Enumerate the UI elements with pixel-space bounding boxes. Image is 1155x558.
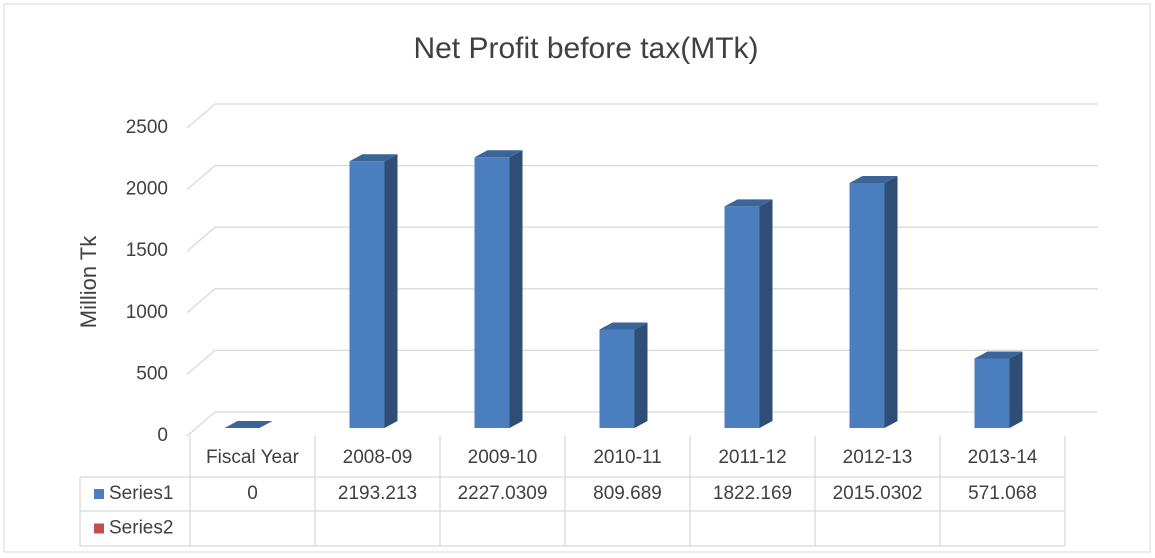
x-tick-label: 2009-10 [468, 447, 538, 468]
legend-label: Series2 [109, 518, 173, 539]
x-tick-label: Fiscal Year [206, 447, 300, 468]
bar-top [224, 421, 273, 428]
legend-label: Series1 [109, 483, 173, 504]
table-value: 1822.169 [713, 483, 792, 504]
grid-line [186, 164, 1098, 191]
grid-line [186, 103, 1098, 129]
x-tick-label: 2013-14 [968, 447, 1038, 468]
bar [599, 322, 648, 428]
table-value: 2227.0309 [458, 483, 548, 504]
bar-side [759, 199, 773, 428]
y-tick-label: 1000 [126, 302, 168, 323]
y-axis-label: Million Tk [76, 235, 101, 329]
bar-top [724, 199, 773, 207]
bar-top [974, 351, 1023, 359]
bar [974, 351, 1023, 428]
table-value: 2015.0302 [833, 483, 923, 504]
grid-line [186, 226, 1098, 252]
grid-line [186, 349, 1098, 375]
y-tick-label: 1500 [126, 240, 168, 261]
bar-front [974, 358, 1010, 428]
bar-side [884, 175, 898, 428]
x-tick-label: 2010-11 [593, 447, 661, 468]
grid-line [186, 288, 1098, 314]
table-value: 809.689 [593, 483, 662, 504]
bar-front [724, 206, 760, 428]
bar-top [349, 154, 398, 162]
table-value: 0 [247, 483, 258, 504]
bar-top [474, 150, 523, 158]
x-tick-label: 2012-13 [843, 447, 913, 468]
bar-side [509, 150, 523, 428]
chart-title: Net Profit before tax(MTk) [413, 32, 758, 65]
chart-frame [3, 3, 1151, 553]
bar-front [849, 182, 885, 428]
y-tick-label: 0 [157, 425, 168, 446]
table-value: 571.068 [968, 483, 1037, 504]
x-tick-label: 2008-09 [343, 447, 413, 468]
x-tick-label: 2011-12 [718, 447, 786, 468]
y-tick-label: 500 [136, 363, 168, 384]
bar-front [474, 157, 510, 428]
bar [474, 150, 523, 428]
bar-side [384, 154, 398, 428]
y-tick-label: 2000 [126, 179, 168, 200]
bar-side [634, 322, 648, 428]
legend-key [94, 489, 104, 499]
bar-front [349, 161, 385, 428]
bar-top [849, 175, 898, 183]
table-value: 2193.213 [338, 483, 417, 504]
bar-front [599, 329, 635, 428]
bar [849, 175, 898, 428]
bar-side [1009, 351, 1023, 428]
grid-line [186, 411, 1098, 437]
y-tick-label: 2500 [126, 117, 168, 138]
bar [724, 199, 773, 428]
legend-key [94, 523, 104, 534]
bar-top [599, 322, 648, 330]
bar [224, 421, 273, 428]
bar [349, 154, 398, 428]
